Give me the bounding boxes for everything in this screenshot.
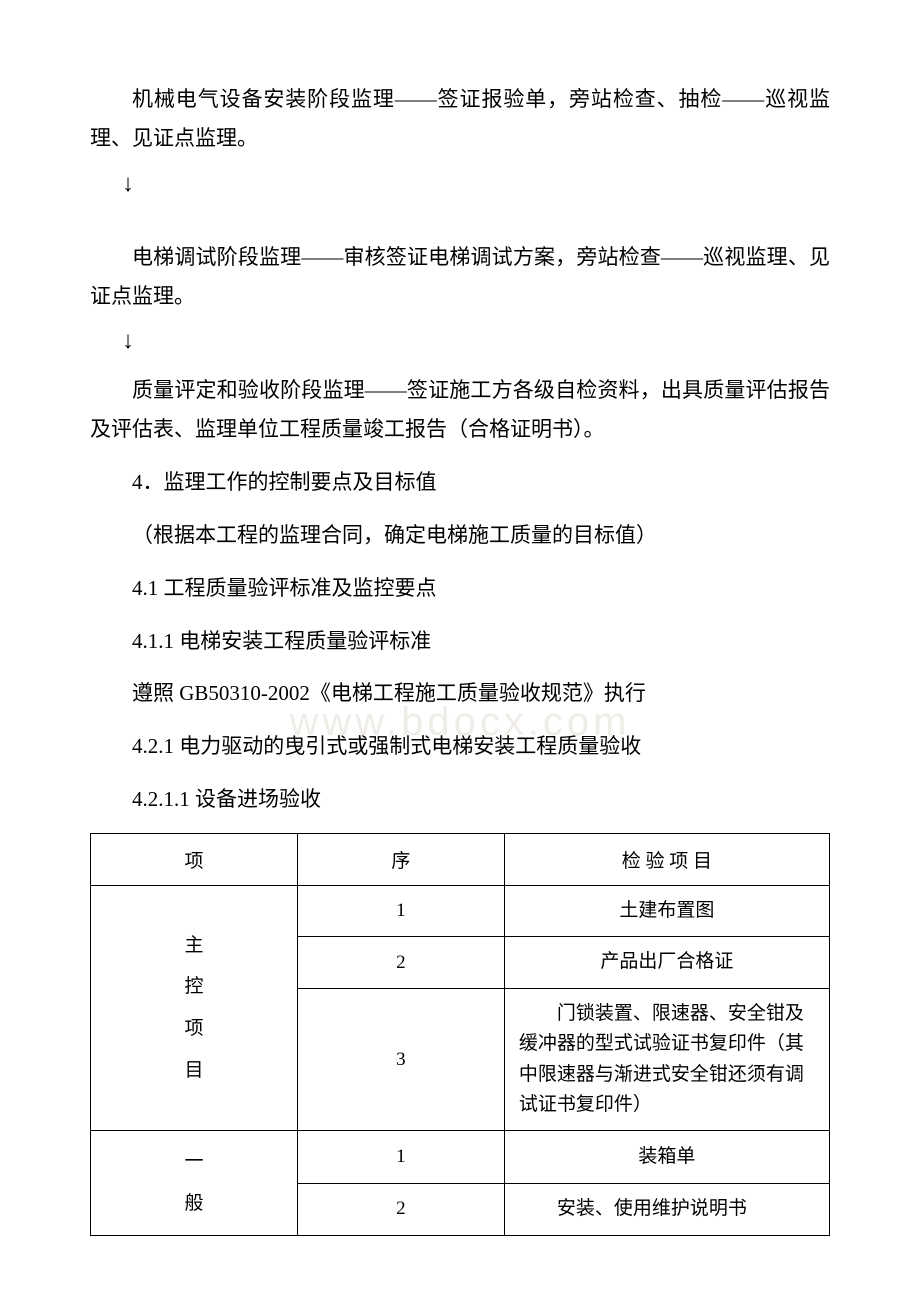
table-header-sequence: 序: [297, 833, 504, 885]
table-cell-item: 土建布置图: [504, 885, 829, 936]
heading-4: 4．监理工作的控制要点及目标值: [90, 463, 830, 502]
category-label-line: 一: [105, 1141, 283, 1183]
category-label-line: 主: [105, 925, 283, 967]
table-cell-seq: 1: [297, 885, 504, 936]
arrow-down-1: ↓: [90, 172, 830, 196]
table-header-item: 检 验 项 目: [504, 833, 829, 885]
table-row: 主 控 项 目 1 土建布置图: [91, 885, 830, 936]
table-cell-seq: 2: [297, 1183, 504, 1235]
table-row: 一 般 1 装箱单: [91, 1131, 830, 1183]
table-cell-seq: 2: [297, 937, 504, 988]
table-cell-seq: 1: [297, 1131, 504, 1183]
paragraph-quality-assessment: 质量评定和验收阶段监理——签证施工方各级自检资料，出具质量评估报告及评估表、监理…: [90, 371, 830, 449]
table-header-row: 项 序 检 验 项 目: [91, 833, 830, 885]
paragraph-elevator-debug: 电梯调试阶段监理——审核签证电梯调试方案，旁站检查——巡视监理、见证点监理。: [90, 238, 830, 316]
table-cell-item: 产品出厂合格证: [504, 937, 829, 988]
heading-4-1-1: 4.1.1 电梯安装工程质量验评标准: [90, 622, 830, 661]
category-general: 一 般: [91, 1131, 298, 1236]
down-arrow-icon: ↓: [122, 172, 134, 196]
arrow-down-2: ↓: [90, 329, 830, 353]
category-label-line: 项: [105, 1008, 283, 1050]
heading-4-1: 4.1 工程质量验评标准及监控要点: [90, 569, 830, 608]
table-cell-seq: 3: [297, 988, 504, 1131]
category-label-line: 般: [105, 1183, 283, 1225]
paragraph-mechanical-install: 机械电气设备安装阶段监理——签证报验单，旁站检查、抽检——巡视监理、见证点监理。: [90, 80, 830, 158]
down-arrow-icon: ↓: [122, 329, 134, 353]
heading-4-2-1-1: 4.2.1.1 设备进场验收: [90, 780, 830, 819]
heading-4-note: （根据本工程的监理合同，确定电梯施工质量的目标值）: [90, 516, 830, 555]
heading-4-1-1-note: 遵照 GB50310-2002《电梯工程施工质量验收规范》执行: [90, 674, 830, 713]
category-main-control: 主 控 项 目: [91, 885, 298, 1130]
table-cell-item: 装箱单: [504, 1131, 829, 1183]
heading-4-2-1: 4.2.1 电力驱动的曳引式或强制式电梯安装工程质量验收: [90, 727, 830, 766]
vertical-spacer: [90, 214, 830, 238]
table-header-category: 项: [91, 833, 298, 885]
category-label-line: 目: [105, 1050, 283, 1092]
category-label-line: 控: [105, 966, 283, 1008]
table-cell-item: 安装、使用维护说明书: [504, 1183, 829, 1235]
inspection-table: 项 序 检 验 项 目 主 控 项 目 1 土建布置图 2: [90, 833, 830, 1236]
table-cell-item: 门锁装置、限速器、安全钳及缓冲器的型式试验证书复印件（其中限速器与渐进式安全钳还…: [504, 988, 829, 1131]
